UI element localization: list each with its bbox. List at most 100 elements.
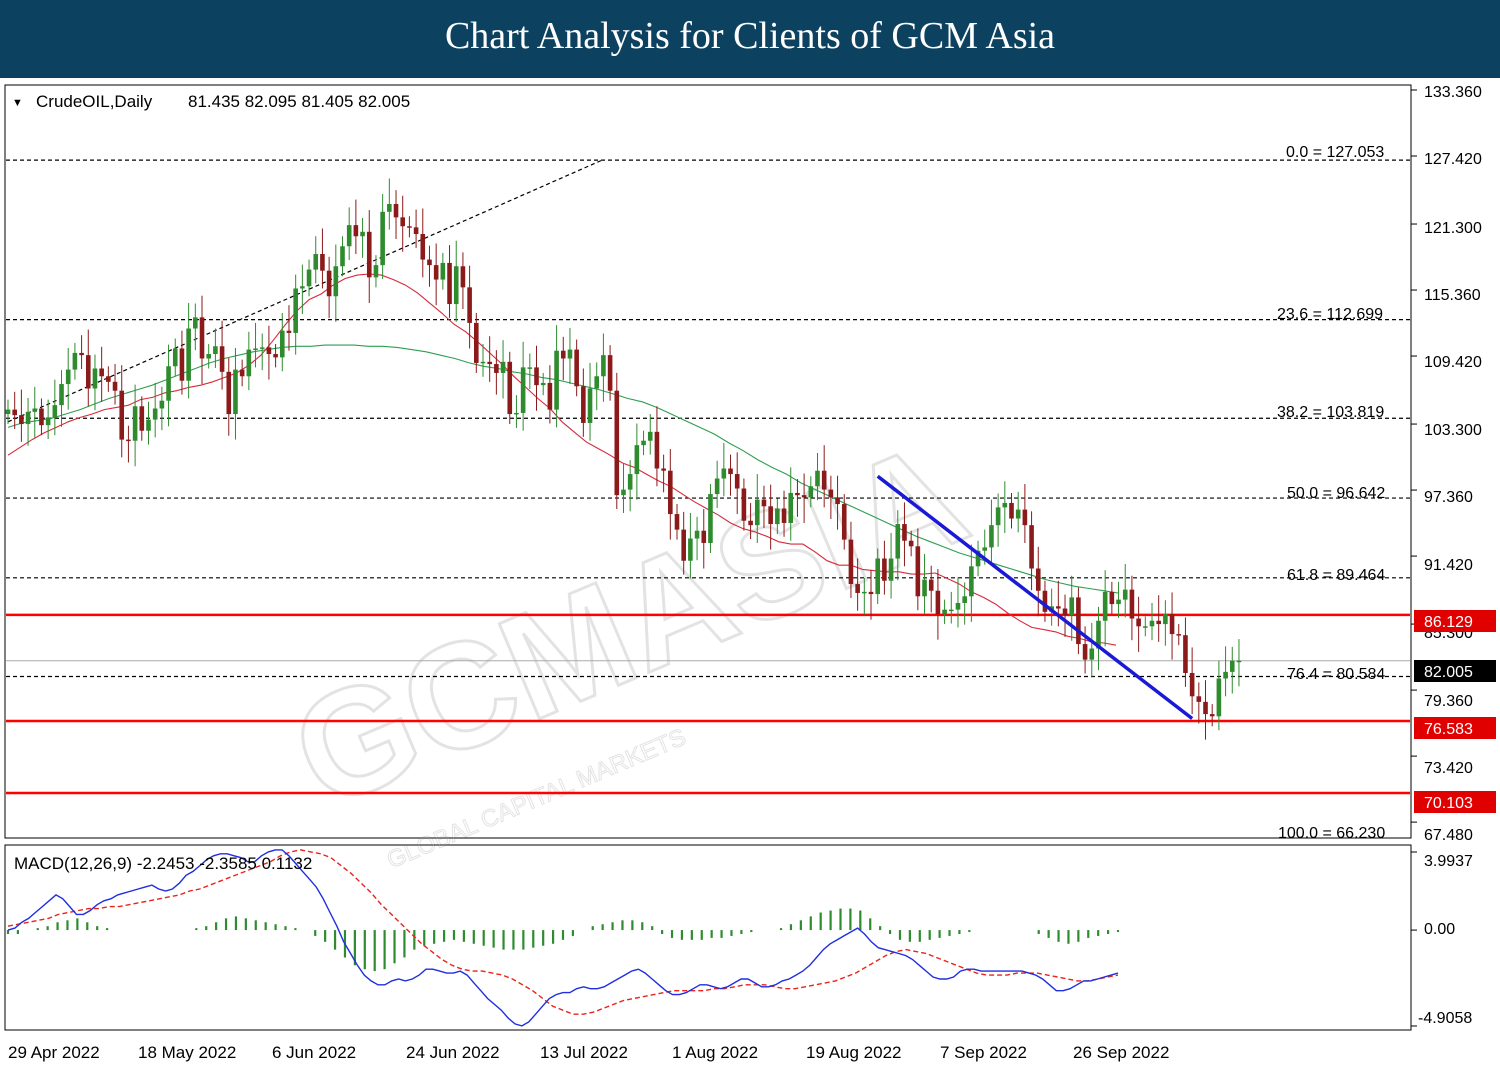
candle-body: [1149, 620, 1155, 627]
candle-body: [942, 609, 947, 615]
candle-body: [1156, 620, 1161, 625]
candle-body: [1102, 591, 1108, 621]
candle-body: [126, 439, 131, 442]
candle-body: [65, 369, 71, 385]
candle-body: [514, 412, 519, 415]
x-label: 19 Aug 2022: [806, 1043, 901, 1062]
candle-body: [239, 369, 245, 377]
price-tick: 67.480: [1424, 827, 1473, 844]
candle-body: [206, 354, 211, 359]
fib-label: 100.0 = 66.230: [1278, 825, 1385, 842]
candle-body: [1143, 626, 1148, 628]
candle-body: [1109, 591, 1115, 605]
candle-body: [453, 266, 459, 305]
candle-body: [45, 417, 51, 426]
current-price-box: [1414, 660, 1496, 682]
candle-body: [688, 538, 693, 561]
candle-body: [286, 330, 292, 333]
candle-body: [253, 348, 258, 350]
price-panel: [4, 84, 1412, 839]
candle-body: [587, 388, 593, 423]
candle-body: [440, 262, 446, 280]
candle-body: [708, 494, 713, 543]
candle-body: [601, 355, 606, 377]
candle-body: [1076, 597, 1081, 645]
macd-title: MACD(12,26,9) -2.2453 -2.3585 0.1132: [14, 854, 312, 873]
candle-body: [1209, 714, 1215, 717]
candle-body: [641, 440, 646, 446]
candle-body: [59, 384, 64, 406]
candle-body: [413, 227, 419, 235]
candle-body: [1029, 525, 1034, 569]
candle-body: [259, 347, 265, 349]
candle-body: [19, 415, 24, 425]
chart-canvas: GCMASIA GLOBAL CAPITAL MARKETS ▼ CrudeOI…: [0, 78, 1500, 1071]
candle-body: [1089, 648, 1095, 660]
candle-body: [85, 355, 91, 389]
candle-body: [1169, 614, 1175, 635]
candle-body: [320, 254, 325, 271]
candle-body: [728, 468, 733, 475]
candle-body: [694, 530, 700, 539]
price-tick: 127.420: [1424, 151, 1482, 168]
candle-body: [614, 390, 620, 496]
candle-body: [520, 367, 526, 413]
candle-body: [855, 584, 860, 593]
candle-body: [99, 368, 104, 377]
candle-body: [132, 406, 138, 441]
candle-body: [768, 506, 773, 525]
candle-body: [474, 322, 479, 363]
candle-body: [674, 514, 680, 530]
candle-body: [835, 497, 840, 505]
x-label: 1 Aug 2022: [672, 1043, 758, 1062]
ma-slow-line: [7, 344, 1119, 594]
x-label: 18 May 2022: [138, 1043, 236, 1062]
x-label: 24 Jun 2022: [406, 1043, 500, 1062]
candle-body: [487, 361, 492, 365]
macd-panel: [4, 844, 1412, 1031]
fib-label: 0.0 = 127.053: [1286, 144, 1384, 161]
downtrend-line: [876, 474, 1194, 720]
candle-body: [795, 492, 800, 496]
candle-body: [1009, 502, 1014, 519]
candle-body: [888, 558, 894, 581]
candle-body: [52, 405, 58, 418]
candle-body: [400, 217, 406, 227]
candle-body: [547, 382, 553, 410]
level-box-86: [1414, 610, 1496, 632]
candle-body: [1122, 589, 1128, 600]
candle-body: [1176, 634, 1182, 636]
candle-body: [661, 468, 666, 471]
candle-body: [634, 445, 640, 475]
fib-label: 76.4 = 80.584: [1287, 666, 1385, 683]
candle-body: [654, 431, 660, 469]
candle-body: [574, 349, 579, 387]
candle-body: [306, 269, 312, 287]
candle-body: [179, 348, 185, 381]
candle-body: [681, 529, 686, 561]
symbol-marker: ▼: [12, 97, 23, 109]
candle-body: [79, 352, 84, 356]
candle-body: [1203, 701, 1208, 715]
candle-body: [714, 478, 720, 495]
candle-body: [219, 346, 225, 372]
macd-line: [7, 849, 1119, 1027]
candle-body: [226, 371, 232, 415]
candle-body: [875, 558, 880, 595]
candle-body: [560, 350, 566, 359]
price-tick: 133.360: [1424, 84, 1482, 101]
price-tick: 91.420: [1424, 557, 1473, 574]
price-tick: 115.360: [1424, 287, 1481, 304]
candle-body: [801, 495, 807, 498]
fib-label: 23.6 = 112.699: [1277, 306, 1383, 323]
candle-body: [467, 287, 472, 323]
fib-label: 50.0 = 96.642: [1287, 485, 1385, 502]
candle-body: [581, 386, 586, 423]
candle-body: [775, 508, 780, 525]
candle-body: [313, 254, 319, 270]
candle-body: [333, 266, 339, 297]
candle-body: [373, 265, 379, 278]
candle-body: [882, 558, 887, 581]
candle-body: [460, 266, 466, 288]
candle-body: [5, 409, 11, 415]
